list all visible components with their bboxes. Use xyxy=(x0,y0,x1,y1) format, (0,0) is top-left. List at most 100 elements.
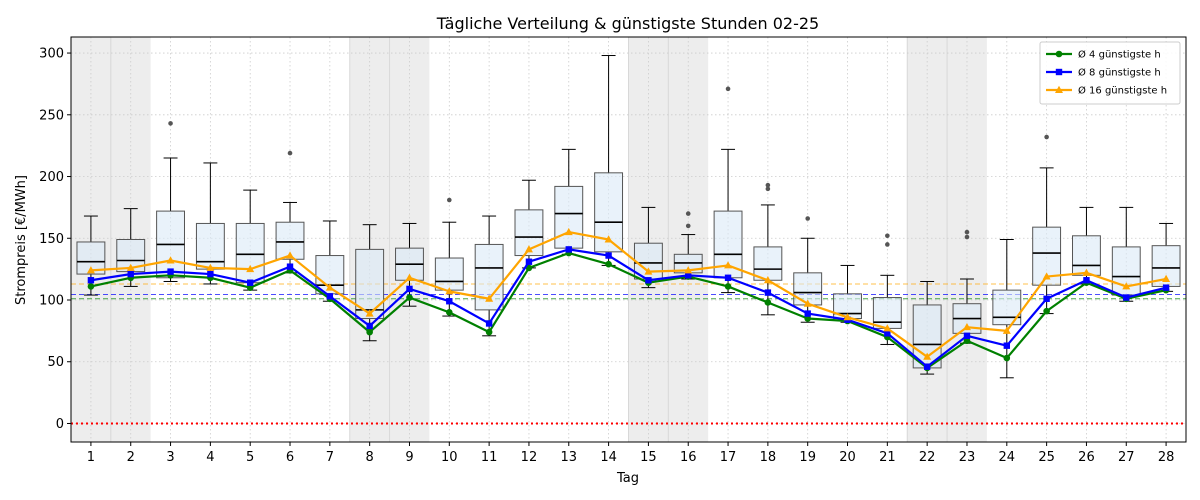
series-point-5 xyxy=(246,264,255,273)
grid-layer xyxy=(71,37,1186,442)
x-tick-label-25: 25 xyxy=(1038,450,1055,465)
outlier-point-0 xyxy=(964,234,970,240)
boxplot-day-10 xyxy=(434,197,464,317)
series-point-28 xyxy=(1162,274,1171,283)
box-iqr xyxy=(235,222,265,284)
series-point-23 xyxy=(963,332,971,340)
boxplot-day-18 xyxy=(753,182,783,316)
series-point-22 xyxy=(923,352,932,360)
series-3 xyxy=(86,227,1171,360)
series-point-11 xyxy=(485,328,493,336)
x-tick-label-4: 4 xyxy=(206,450,214,465)
series-line xyxy=(90,251,1167,370)
series-point-24 xyxy=(1003,354,1011,362)
series-point-21 xyxy=(884,330,891,337)
x-tick-label-1: 1 xyxy=(87,450,95,465)
x-axis-label: Tag xyxy=(616,471,639,486)
legend: Ø 4 günstigste h Ø 8 günstigste h Ø 16 gün… xyxy=(1039,41,1181,105)
x-tick-label-10: 10 xyxy=(441,450,458,465)
series-point-14 xyxy=(605,252,612,259)
x-tick-label-23: 23 xyxy=(959,450,976,465)
outlier-point-1 xyxy=(685,211,691,216)
series-point-17 xyxy=(724,274,732,281)
x-tick-label-3: 3 xyxy=(166,450,174,465)
series-point-13 xyxy=(565,246,572,253)
x-tick-label-18: 18 xyxy=(760,450,777,465)
outlier-point-0 xyxy=(1044,134,1049,140)
series-point-12 xyxy=(525,258,533,265)
y-tick-label-200: 200 xyxy=(39,170,64,185)
legend-label: Ø 16 günstigste h xyxy=(1078,85,1167,97)
legend-label: Ø 4 günstigste h xyxy=(1078,49,1161,61)
boxplot-day-21 xyxy=(872,233,902,345)
series-point-2 xyxy=(126,263,135,271)
series-point-18 xyxy=(764,289,772,296)
series-point-3 xyxy=(166,256,175,264)
series-point-23 xyxy=(962,322,971,331)
series-point-4 xyxy=(206,263,215,271)
y-tick-label-100: 100 xyxy=(39,294,64,309)
series-point-13 xyxy=(564,227,573,236)
series-point-11 xyxy=(485,294,494,302)
series-point-10 xyxy=(446,298,453,305)
outlier-point-0 xyxy=(885,242,890,247)
series-point-6 xyxy=(286,263,294,270)
legend-entry-3: Ø 16 günstigste h xyxy=(1046,85,1167,97)
series-point-18 xyxy=(764,299,772,306)
series-point-14 xyxy=(604,235,613,243)
series-point-23 xyxy=(963,337,971,345)
plot-frame xyxy=(70,36,1187,443)
legend-swatch-marker xyxy=(1055,85,1063,93)
outlier-point-1 xyxy=(964,229,970,235)
outlier-point-0 xyxy=(765,186,771,192)
outlier-point-0 xyxy=(287,150,293,156)
y-tick-label-300: 300 xyxy=(39,47,64,62)
x-tick-label-9: 9 xyxy=(405,450,413,465)
outlier-point-0 xyxy=(725,86,731,92)
box-iqr xyxy=(872,297,902,329)
boxplot-day-16 xyxy=(673,211,703,280)
series-point-27 xyxy=(1122,282,1131,290)
series-point-4 xyxy=(207,270,214,278)
series-point-19 xyxy=(803,299,812,307)
series-point-25 xyxy=(1042,272,1051,280)
series-point-5 xyxy=(246,279,254,286)
series-point-1 xyxy=(87,283,95,290)
series-point-27 xyxy=(1123,294,1130,301)
x-tick-label-2: 2 xyxy=(127,450,135,465)
x-tick-label-28: 28 xyxy=(1158,450,1175,465)
box-iqr xyxy=(992,289,1022,326)
outlier-point-0 xyxy=(447,197,452,203)
boxplot-day-14 xyxy=(594,55,624,266)
series-point-8 xyxy=(366,322,373,330)
x-tick-label-26: 26 xyxy=(1078,450,1095,465)
series-line xyxy=(90,230,1167,358)
series-point-15 xyxy=(645,277,652,284)
series-point-19 xyxy=(804,310,811,317)
box-iqr xyxy=(753,246,783,281)
x-tick-label-24: 24 xyxy=(999,450,1016,465)
series-point-16 xyxy=(684,266,693,274)
series-point-24 xyxy=(1003,342,1011,349)
y-tick-label-150: 150 xyxy=(39,232,64,247)
x-tick-label-11: 11 xyxy=(481,450,498,465)
legend-entry-1: Ø 4 günstigste h xyxy=(1046,49,1161,61)
series-point-24 xyxy=(1002,326,1011,334)
series-point-17 xyxy=(724,283,732,290)
series-point-10 xyxy=(445,287,454,295)
x-tick-label-14: 14 xyxy=(600,450,617,465)
outlier-point-1 xyxy=(765,182,771,188)
y-tick-label-0: 0 xyxy=(56,417,64,432)
series-point-20 xyxy=(843,313,852,321)
boxplot-layer xyxy=(76,55,1181,379)
y-tick-label-50: 50 xyxy=(47,355,64,370)
series-point-5 xyxy=(246,284,254,291)
series-point-25 xyxy=(1043,307,1050,315)
box-iqr xyxy=(554,185,584,249)
series-point-26 xyxy=(1083,277,1090,284)
series-point-8 xyxy=(365,309,374,317)
boxplot-day-3 xyxy=(156,121,185,282)
series-line xyxy=(90,248,1167,368)
